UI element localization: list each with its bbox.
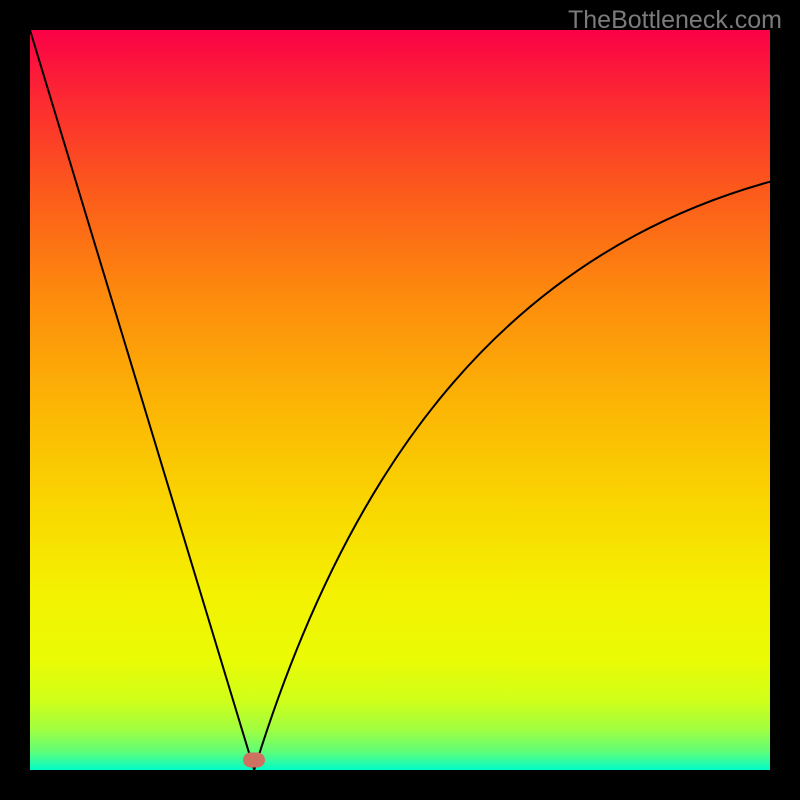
chart-root: TheBottleneck.com bbox=[0, 0, 800, 800]
vertex-marker bbox=[243, 753, 265, 768]
watermark-text: TheBottleneck.com bbox=[568, 6, 782, 35]
gradient-background bbox=[30, 30, 770, 770]
plot-area bbox=[30, 30, 770, 770]
